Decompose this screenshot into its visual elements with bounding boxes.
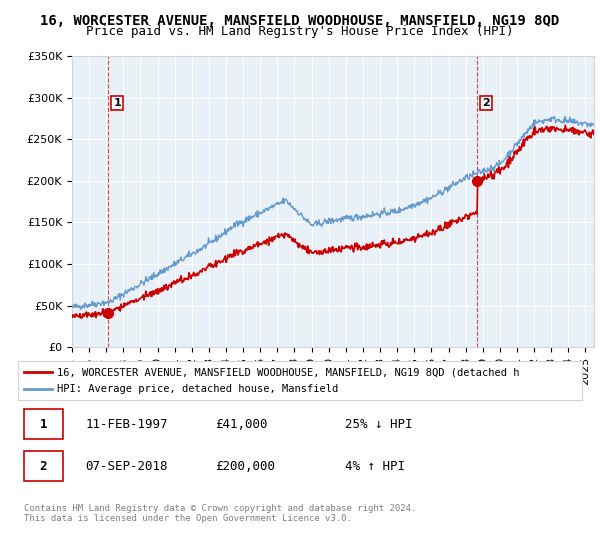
Text: £41,000: £41,000 — [215, 418, 268, 431]
Text: 16, WORCESTER AVENUE, MANSFIELD WOODHOUSE, MANSFIELD, NG19 8QD (detached h: 16, WORCESTER AVENUE, MANSFIELD WOODHOUS… — [58, 367, 520, 377]
Text: 4% ↑ HPI: 4% ↑ HPI — [345, 460, 405, 473]
Text: 11-FEB-1997: 11-FEB-1997 — [86, 418, 168, 431]
Text: 1: 1 — [40, 418, 47, 431]
Text: 25% ↓ HPI: 25% ↓ HPI — [345, 418, 413, 431]
Text: Contains HM Land Registry data © Crown copyright and database right 2024.
This d: Contains HM Land Registry data © Crown c… — [24, 504, 416, 524]
Text: 1: 1 — [113, 98, 121, 108]
Text: 2: 2 — [482, 98, 490, 108]
Text: Price paid vs. HM Land Registry's House Price Index (HPI): Price paid vs. HM Land Registry's House … — [86, 25, 514, 38]
Text: £200,000: £200,000 — [215, 460, 275, 473]
Text: HPI: Average price, detached house, Mansfield: HPI: Average price, detached house, Mans… — [58, 384, 339, 394]
Text: 07-SEP-2018: 07-SEP-2018 — [86, 460, 168, 473]
Text: 16, WORCESTER AVENUE, MANSFIELD WOODHOUSE, MANSFIELD, NG19 8QD: 16, WORCESTER AVENUE, MANSFIELD WOODHOUS… — [40, 14, 560, 28]
Text: 2: 2 — [40, 460, 47, 473]
FancyBboxPatch shape — [23, 409, 63, 439]
FancyBboxPatch shape — [23, 451, 63, 482]
